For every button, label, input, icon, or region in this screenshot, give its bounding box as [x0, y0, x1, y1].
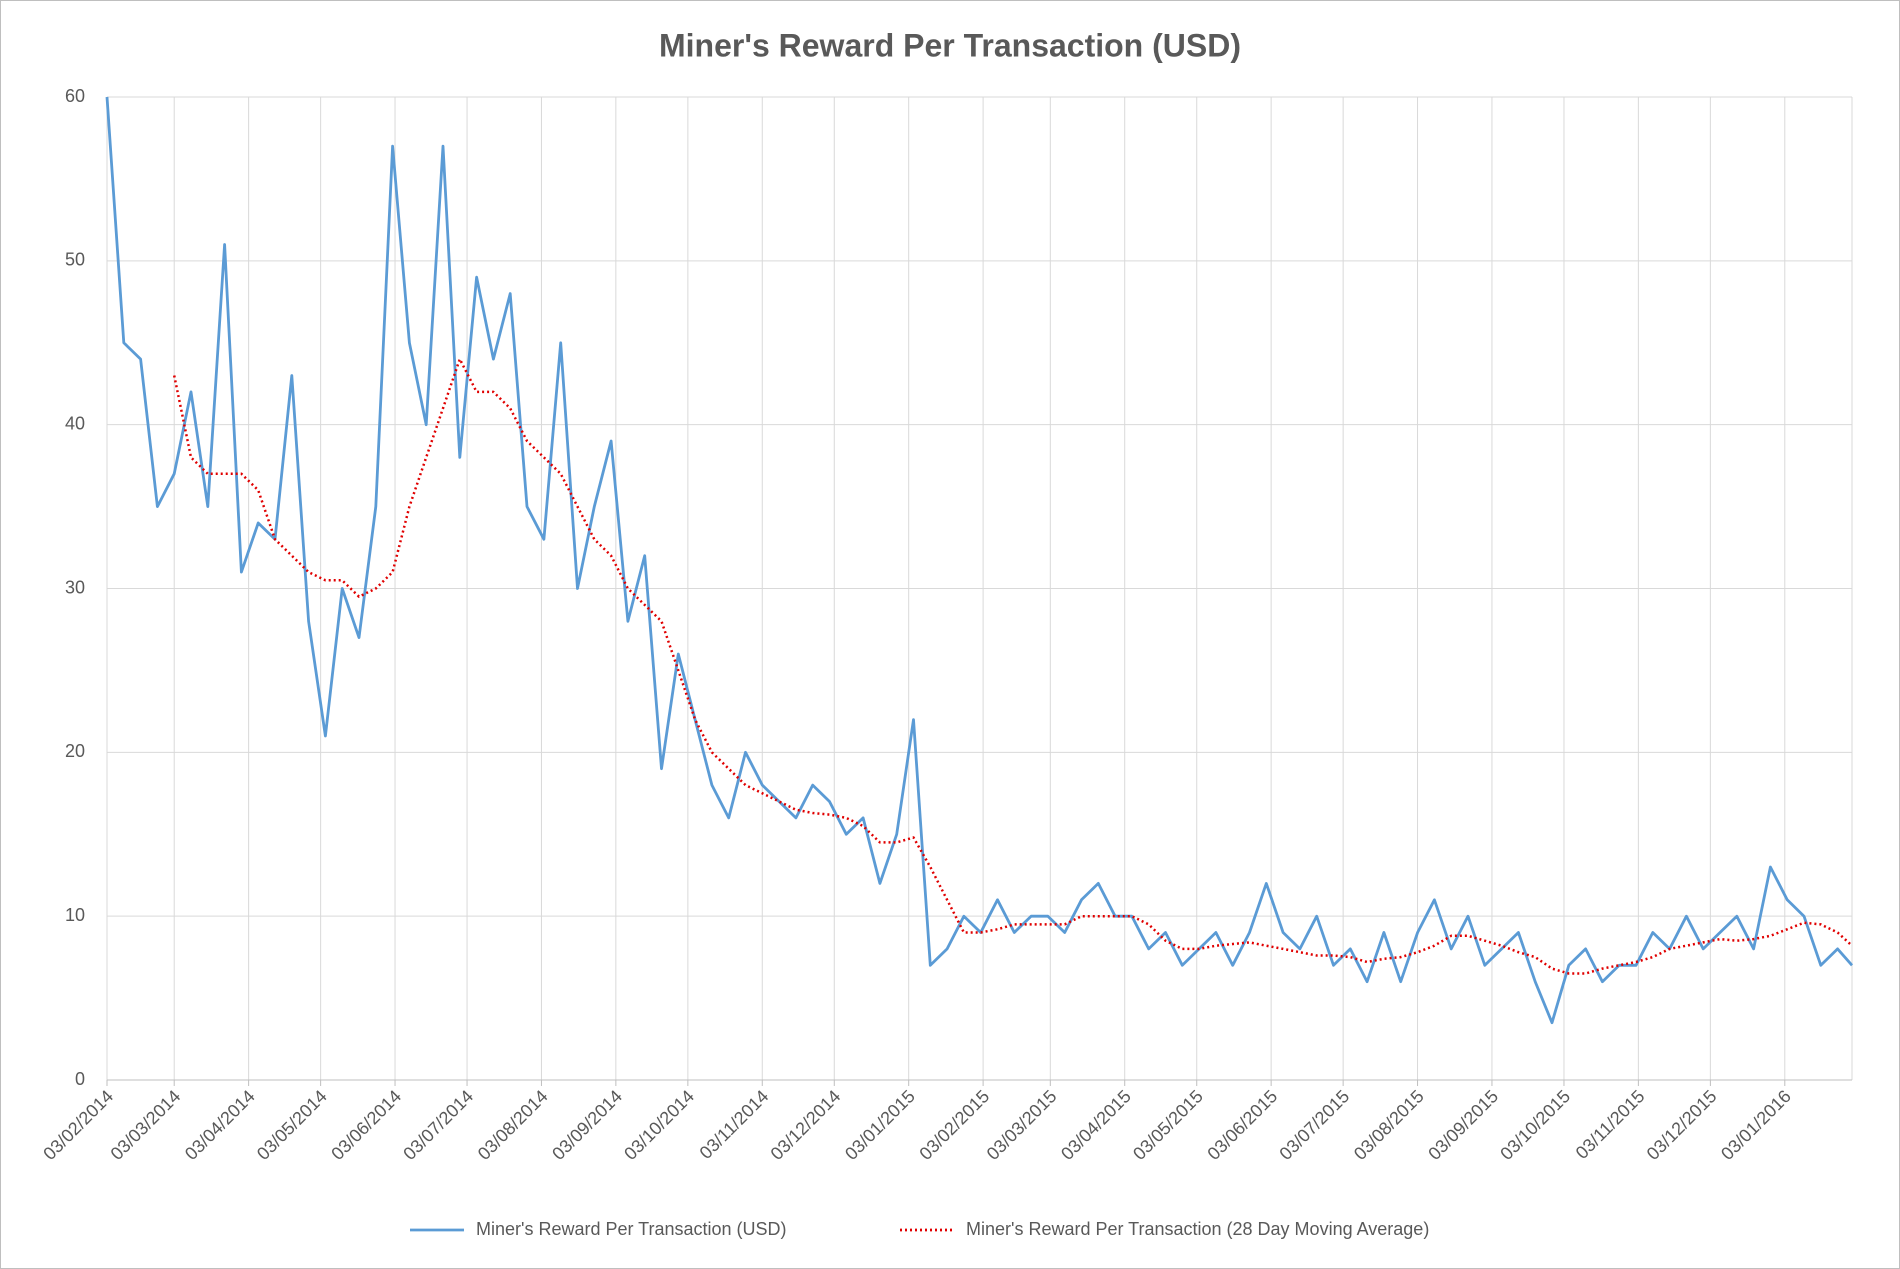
y-tick-label: 10 — [65, 905, 85, 925]
chart-title: Miner's Reward Per Transaction (USD) — [659, 27, 1241, 63]
y-tick-label: 60 — [65, 86, 85, 106]
y-tick-label: 0 — [75, 1069, 85, 1089]
legend-label: Miner's Reward Per Transaction (28 Day M… — [966, 1219, 1429, 1239]
legend-label: Miner's Reward Per Transaction (USD) — [476, 1219, 787, 1239]
y-tick-label: 50 — [65, 250, 85, 270]
y-tick-label: 40 — [65, 413, 85, 433]
series-line — [172, 357, 1853, 975]
y-tick-label: 30 — [65, 577, 85, 597]
y-tick-label: 20 — [65, 741, 85, 761]
